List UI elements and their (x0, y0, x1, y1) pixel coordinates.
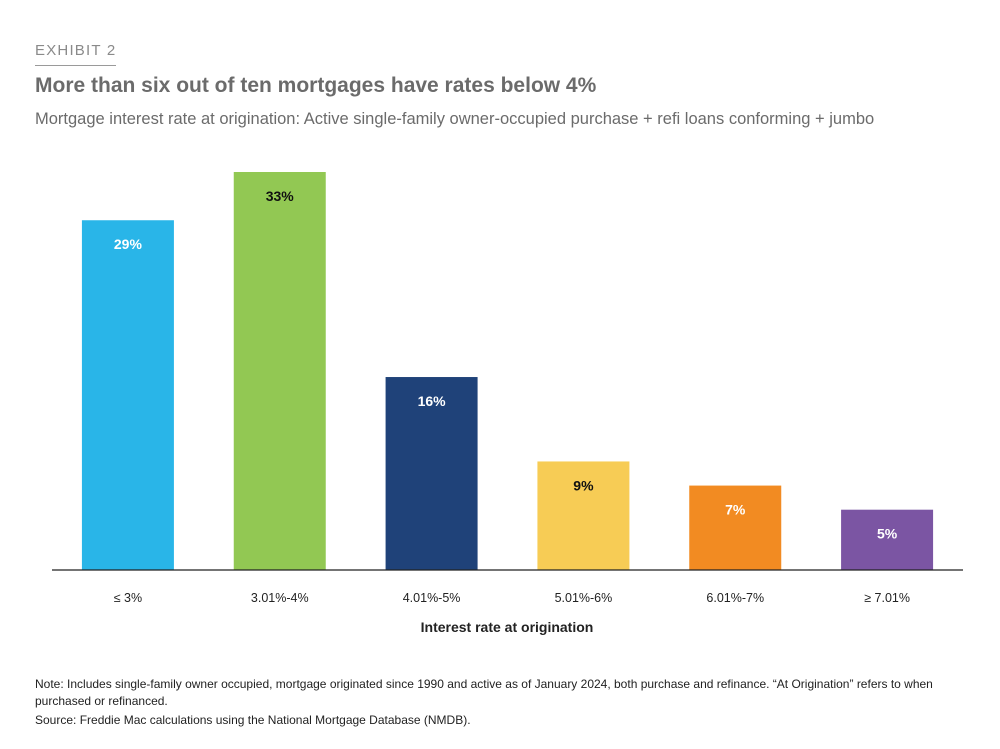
bar-1 (81, 220, 174, 570)
bars-group: 29% 33% 16% 9% 7% 5% (81, 172, 934, 570)
chart-subtitle: Mortgage interest rate at origination: A… (35, 110, 875, 128)
x-tick-label-4: 5.01%-6% (555, 591, 613, 605)
x-axis-title: Interest rate at origination (421, 619, 594, 635)
x-tick-label-6: ≥ 7.01% (864, 591, 910, 605)
x-tick-label-3: 4.01%-5% (403, 591, 461, 605)
data-label-5: 7% (725, 502, 746, 518)
chart-title: More than six out of ten mortgages have … (35, 74, 597, 97)
bar-5 (689, 485, 782, 570)
bar-4 (537, 461, 630, 570)
x-tick-label-5: 6.01%-7% (706, 591, 764, 605)
data-label-6: 5% (877, 526, 898, 542)
data-label-1: 29% (114, 236, 143, 252)
data-label-4: 9% (573, 477, 594, 493)
bar-6 (841, 509, 934, 570)
bar-3 (385, 377, 478, 570)
source-note: Source: Freddie Mac calculations using t… (35, 713, 471, 727)
x-tick-label-2: 3.01%-4% (251, 591, 309, 605)
data-label-3: 16% (418, 393, 447, 409)
x-tick-label-1: ≤ 3% (114, 591, 142, 605)
exhibit-label: EXHIBIT 2 (35, 42, 117, 66)
bar-chart: 29% 33% 16% 9% 7% 5% ≤ 3% 3.01%-4% 4.01%-5% 5.01… (52, 172, 963, 635)
data-label-2: 33% (266, 188, 295, 204)
footnote: Note: Includes single-family owner occup… (35, 677, 933, 708)
x-tick-labels: ≤ 3% 3.01%-4% 4.01%-5% 5.01%-6% 6.01%-7% ≥ 7.… (114, 591, 910, 605)
bar-2 (233, 172, 326, 570)
